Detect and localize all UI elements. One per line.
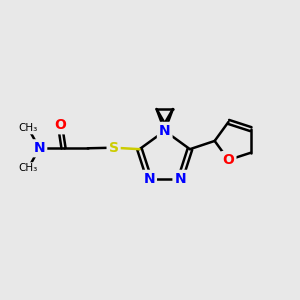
Text: S: S (109, 141, 118, 155)
Text: O: O (54, 118, 66, 132)
Text: N: N (159, 124, 170, 138)
Text: N: N (143, 172, 155, 186)
Text: CH₃: CH₃ (19, 123, 38, 133)
Text: N: N (175, 172, 186, 186)
Text: O: O (223, 153, 234, 167)
Text: CH₃: CH₃ (19, 163, 38, 173)
Text: N: N (34, 141, 45, 155)
